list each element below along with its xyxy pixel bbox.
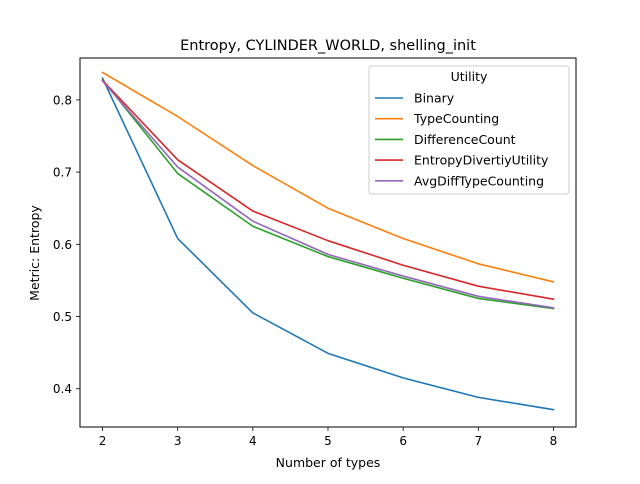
series-line-avgdifftypecounting [101, 79, 555, 309]
legend-label: TypeCounting [413, 111, 499, 126]
legend-label: Binary [414, 91, 455, 106]
series-line-binary [101, 77, 555, 411]
x-tick-label: 5 [324, 434, 332, 448]
x-axis-label: Number of types [276, 455, 381, 470]
plot-area [101, 71, 555, 411]
y-axis: 0.4 0.5 0.6 0.7 0.8 [53, 93, 80, 396]
x-tick-label: 8 [550, 434, 558, 448]
x-tick-label: 3 [174, 434, 182, 448]
y-tick-label: 0.4 [53, 382, 72, 396]
chart-title: Entropy, CYLINDER_WORLD, shelling_init [180, 38, 476, 54]
series-line-entropydivertiyutility [101, 79, 555, 301]
x-tick-label: 7 [474, 434, 482, 448]
series-line-differencecount [101, 78, 555, 310]
legend-title: Utility [451, 69, 488, 84]
legend-label: DifferenceCount [414, 132, 516, 147]
legend-entries: Binary TypeCounting DifferenceCount Entropy… [375, 91, 549, 188]
legend-label: AvgDiffTypeCounting [414, 173, 544, 188]
legend: Utility Binary TypeCounting DifferenceCoun… [368, 65, 570, 195]
legend-box [368, 65, 570, 195]
y-tick-label: 0.6 [53, 238, 72, 252]
legend-label: EntropyDivertiyUtility [414, 153, 549, 168]
y-tick-label: 0.5 [53, 310, 72, 324]
x-tick-label: 4 [249, 434, 257, 448]
x-tick-label: 6 [399, 434, 407, 448]
x-axis: 2 3 4 5 6 7 8 [99, 427, 558, 448]
y-tick-label: 0.7 [53, 166, 72, 180]
series-line-typecounting [101, 71, 555, 283]
y-axis-label: Metric: Entropy [27, 205, 42, 301]
y-tick-label: 0.8 [53, 93, 72, 107]
x-tick-label: 2 [99, 434, 107, 448]
plot-frame [79, 57, 577, 428]
